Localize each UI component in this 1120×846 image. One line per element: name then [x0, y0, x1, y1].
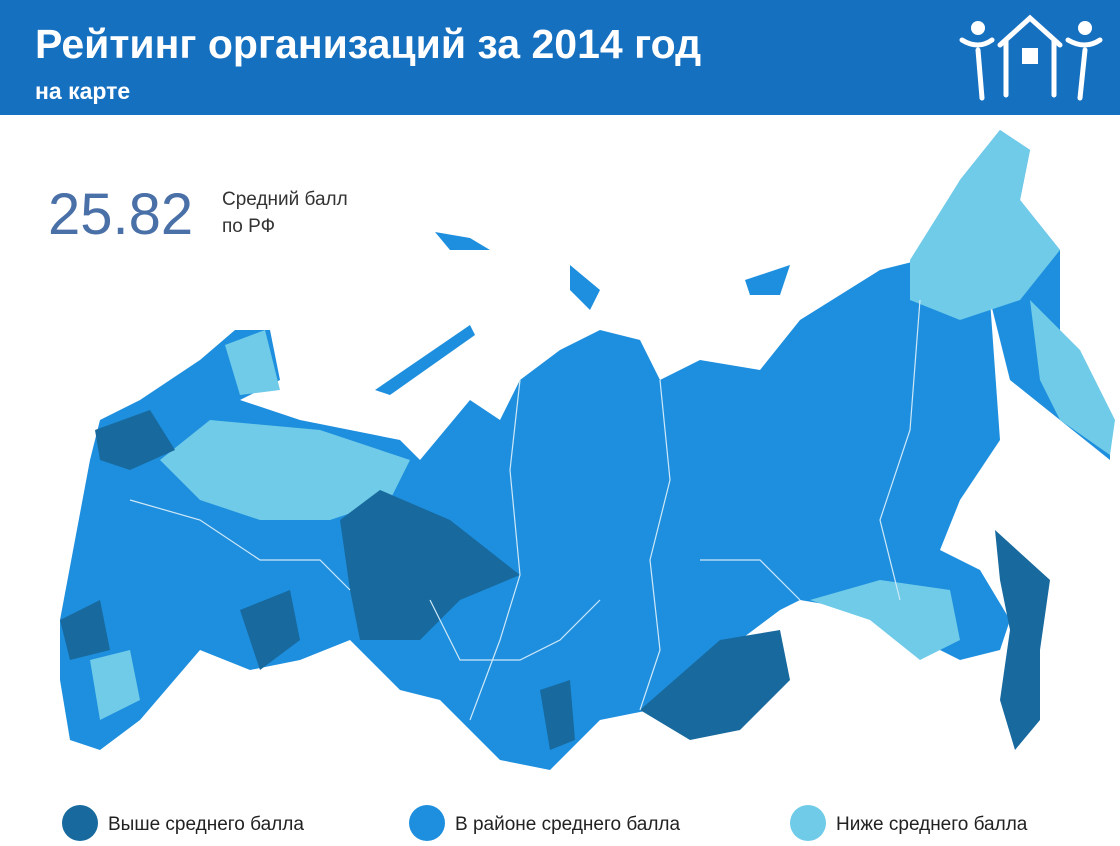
- region-light: [1030, 300, 1115, 455]
- region-light: [225, 330, 280, 395]
- island: [435, 232, 490, 250]
- legend-label: Выше среднего балла: [108, 814, 304, 835]
- island: [745, 265, 790, 295]
- map: [60, 130, 1115, 770]
- region-light: [160, 420, 410, 520]
- average-score: 25.82: [48, 182, 193, 247]
- region-border: [700, 559, 801, 601]
- region-border: [879, 299, 921, 601]
- legend-swatch: [409, 805, 445, 841]
- logo: [959, 14, 1103, 101]
- legend-swatch: [62, 805, 98, 841]
- island: [570, 265, 600, 310]
- region-dark: [60, 600, 110, 660]
- region-dark: [340, 490, 520, 640]
- region-border: [429, 599, 601, 661]
- subtitle: на карте: [35, 78, 130, 104]
- region-light: [90, 650, 140, 720]
- legend-label: В районе среднего балла: [455, 814, 681, 835]
- region-light: [810, 580, 960, 660]
- region-dark: [995, 530, 1050, 750]
- region-dark: [540, 680, 575, 750]
- region-border: [639, 379, 671, 711]
- island: [375, 325, 475, 395]
- legend: Выше среднего балла В районе среднего бал…: [62, 805, 1028, 841]
- region-dark: [640, 630, 790, 740]
- region-dark: [240, 590, 300, 670]
- region-light: [910, 130, 1060, 320]
- region-dark: [95, 410, 175, 470]
- title: Рейтинг организаций за 2014 год: [35, 21, 701, 67]
- region-border: [129, 499, 351, 591]
- region-border: [469, 379, 521, 721]
- country: [60, 130, 1110, 770]
- header-band: [0, 0, 1120, 115]
- average-label: по РФ: [222, 216, 275, 237]
- legend-swatch: [790, 805, 826, 841]
- legend-label: Ниже среднего балла: [836, 814, 1028, 835]
- average-label: Средний балл: [222, 189, 348, 210]
